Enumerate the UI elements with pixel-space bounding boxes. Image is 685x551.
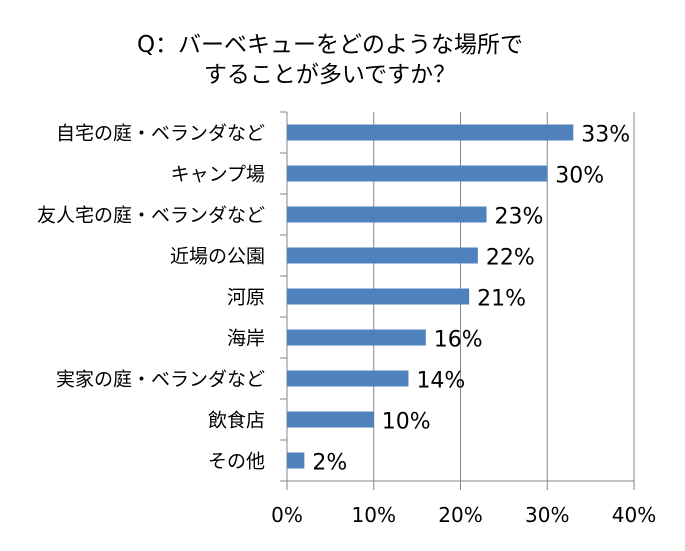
- data-label: 10%: [382, 410, 431, 435]
- data-label: 22%: [486, 246, 535, 271]
- bar: [287, 247, 478, 264]
- category-label: 実家の庭・ベランダなど: [56, 369, 265, 391]
- x-tick-label: 40%: [612, 503, 656, 527]
- data-label: 33%: [581, 123, 630, 148]
- x-tick-label: 0%: [271, 503, 303, 527]
- category-label: 友人宅の庭・ベランダなど: [37, 205, 265, 227]
- data-label: 21%: [477, 287, 526, 312]
- bar: [287, 288, 470, 305]
- data-label: 16%: [434, 328, 483, 353]
- x-tick-label: 10%: [352, 503, 396, 527]
- category-label: 海岸: [227, 328, 265, 350]
- bar: [287, 124, 574, 141]
- bar: [287, 165, 548, 182]
- bar: [287, 411, 374, 428]
- category-label: 河原: [227, 287, 265, 309]
- chart-title-line-2: することが多いですか？: [203, 62, 457, 88]
- bar: [287, 206, 487, 223]
- bar: [287, 452, 305, 469]
- bar: [287, 329, 426, 346]
- x-tick-label: 30%: [525, 503, 569, 527]
- category-label: 近場の公園: [170, 246, 265, 268]
- x-tick-label: 20%: [438, 503, 482, 527]
- category-label: 飲食店: [208, 410, 265, 432]
- chart-title-line-1: Q：バーベキューをどのような場所で: [136, 32, 524, 58]
- data-label: 14%: [416, 369, 465, 394]
- data-label: 30%: [555, 164, 604, 189]
- category-label: その他: [208, 451, 265, 473]
- category-label: キャンプ場: [171, 164, 265, 186]
- category-label: 自宅の庭・ベランダなど: [56, 123, 265, 145]
- data-label: 2%: [312, 451, 347, 476]
- data-label: 23%: [495, 205, 544, 230]
- bar: [287, 370, 409, 387]
